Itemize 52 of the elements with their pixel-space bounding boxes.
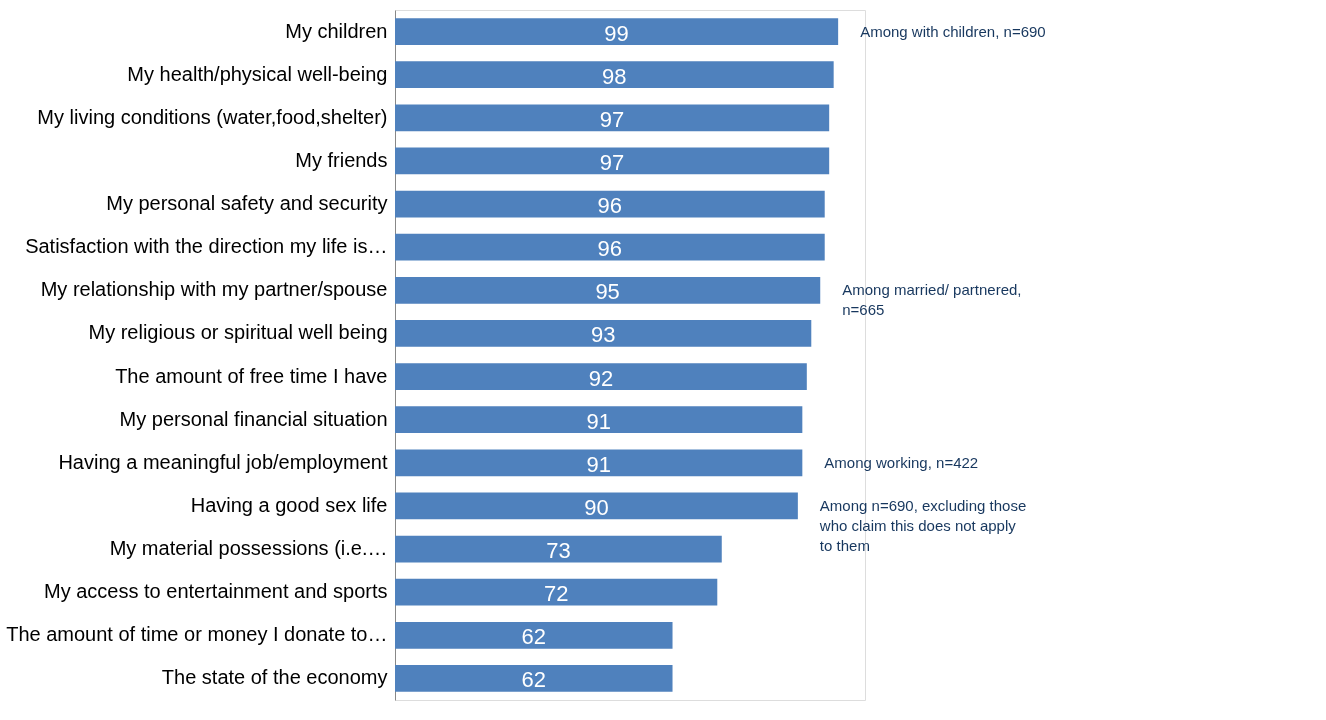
data-label: 62 [521,667,546,693]
annotation: Among n=690, excluding those who claim this does not apply to them [818,496,1027,554]
y-tick-label: My religious or spiritual well being [88,321,388,344]
data-label: 62 [521,624,546,650]
y-tick-label: My friends [295,148,388,171]
y-tick-label: The amount of free time I have [115,364,388,387]
y-tick-label: The amount of time or money I donate to… [6,623,388,646]
data-label: 97 [599,149,625,175]
bar [395,449,803,477]
y-tick-label: My living conditions (water,food,shelter) [37,105,388,128]
bar [395,363,807,390]
bar [395,492,798,520]
y-tick-label: Having a meaningful job/employment [58,450,388,473]
data-label: 96 [597,193,623,219]
y-tick-label: My health/physical well-being [127,62,388,85]
bar [395,578,718,606]
data-label: 73 [546,538,571,564]
bar [395,147,830,175]
y-tick-label: My children [285,19,388,42]
bar [395,190,825,218]
data-label: 97 [599,106,625,132]
bar [395,406,803,434]
data-label: 98 [602,63,627,89]
bar [395,104,830,132]
bar [395,665,673,692]
y-tick-label: My personal safety and security [106,192,388,215]
data-label: 96 [597,236,623,262]
bar [395,276,821,304]
y-tick-label: My relationship with my partner/spouse [40,278,388,301]
y-tick-label: My personal financial situation [119,407,388,430]
data-label: 90 [584,494,609,520]
data-label: 91 [586,451,611,477]
y-tick-label: The state of the economy [161,666,388,689]
bar [395,233,825,261]
data-label: 72 [543,581,569,607]
data-label: 95 [595,279,620,305]
annotation: Among with children, n=690 [860,22,1046,40]
bar [395,621,673,649]
data-label: 99 [604,20,629,46]
y-tick-label: My access to entertainment and sports [44,580,388,603]
bar [395,320,812,347]
bar [395,535,722,563]
annotation: Among married/ partnered, n=665 [842,281,1022,319]
bar [395,18,839,45]
data-label: 93 [590,322,616,348]
bar [395,61,834,89]
annotation: Among working, n=422 [824,453,979,471]
y-tick-label: Satisfaction with the direction my life is… [25,235,388,258]
y-tick-label: My material possessions (i.e.… [109,537,388,560]
data-label: 92 [588,365,614,391]
data-label: 91 [586,408,611,434]
y-tick-label: Having a good sex life [190,493,388,516]
